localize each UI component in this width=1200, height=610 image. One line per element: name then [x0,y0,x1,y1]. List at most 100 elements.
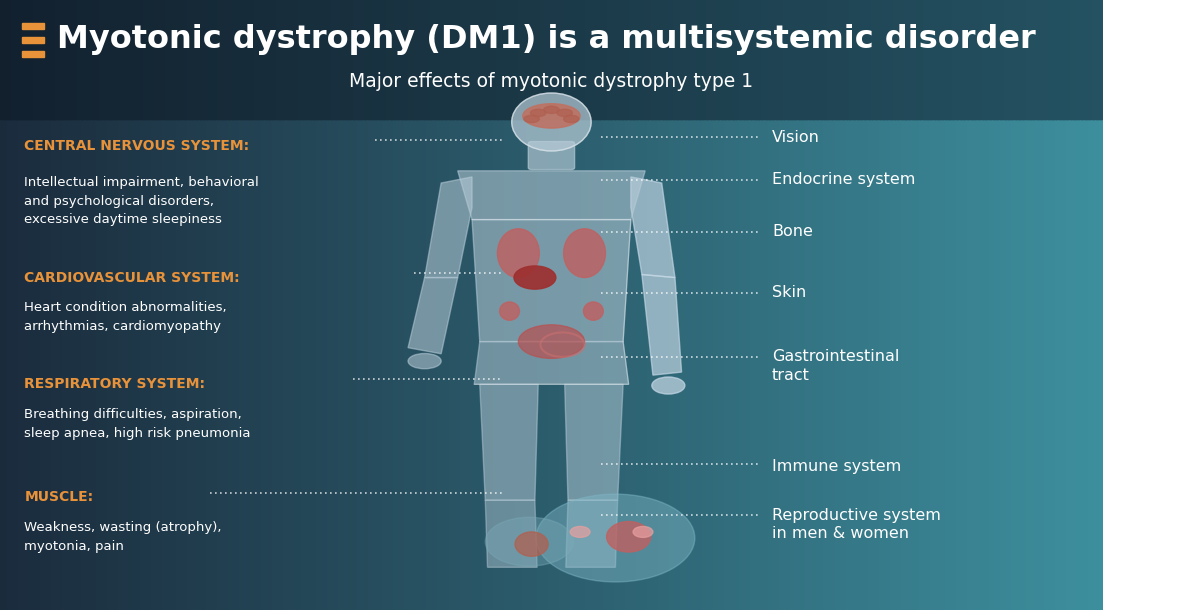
Bar [118,0,124,119]
Bar [912,0,918,119]
Bar [666,0,671,119]
Bar [912,0,918,610]
Bar [1078,0,1084,119]
Text: Vision: Vision [772,130,820,145]
Bar [691,0,697,610]
Bar [544,0,550,119]
Bar [283,0,289,119]
Ellipse shape [515,532,548,556]
Bar [1026,0,1032,119]
Bar [713,0,719,119]
Bar [504,0,510,119]
Bar [677,0,683,610]
Bar [11,0,17,119]
Bar [670,0,674,610]
Bar [214,0,220,610]
Bar [18,0,24,610]
Bar [948,0,954,610]
Bar [92,0,97,119]
Bar [563,0,569,119]
Ellipse shape [518,325,584,359]
Bar [96,0,102,610]
Bar [588,0,594,119]
Bar [151,0,157,119]
Bar [250,0,256,119]
Bar [253,0,259,610]
Bar [1096,0,1102,610]
Bar [456,0,462,119]
Circle shape [536,494,695,582]
Bar [478,0,484,119]
Bar [739,0,745,610]
Bar [889,0,895,119]
Bar [967,0,973,119]
Bar [30,0,35,610]
Bar [434,0,439,119]
Bar [1010,0,1016,610]
Bar [834,0,840,610]
Bar [374,0,380,610]
Bar [125,0,131,610]
Bar [328,0,334,119]
Bar [1062,0,1068,610]
Bar [162,0,168,119]
Bar [404,0,410,119]
Bar [235,0,241,119]
Bar [1066,0,1072,610]
Bar [80,0,86,610]
Bar [654,0,660,119]
Bar [110,0,116,610]
Bar [290,0,296,119]
Bar [809,0,815,610]
Bar [599,0,605,610]
Bar [283,0,289,610]
Bar [497,0,502,119]
Bar [772,0,778,610]
Bar [661,0,667,119]
Bar [239,0,245,610]
Bar [614,0,620,610]
Ellipse shape [544,106,559,113]
Bar [169,0,175,610]
Bar [169,0,175,119]
Bar [1055,0,1061,610]
Ellipse shape [511,93,592,151]
Bar [390,0,396,119]
Bar [1044,0,1050,610]
Bar [128,0,134,119]
Polygon shape [408,278,457,354]
Bar [132,0,138,119]
Bar [305,0,311,610]
Bar [474,0,480,610]
Text: RESPIRATORY SYSTEM:: RESPIRATORY SYSTEM: [24,378,205,391]
Bar [1037,0,1043,610]
Bar [158,0,164,119]
Bar [70,0,76,610]
Bar [647,0,653,610]
Bar [202,0,208,610]
Bar [52,0,58,610]
Bar [59,0,65,119]
Bar [419,0,425,610]
Bar [581,0,587,610]
Bar [262,0,266,610]
Bar [688,0,694,610]
Bar [280,0,286,119]
Bar [452,0,458,610]
Bar [143,0,149,610]
Bar [577,0,583,119]
Bar [390,0,396,610]
Bar [320,0,325,119]
Text: Skin: Skin [772,285,806,300]
Bar [419,0,425,119]
Bar [857,0,863,610]
Bar [367,0,373,610]
Bar [864,0,870,119]
Bar [614,0,620,119]
Bar [89,0,94,610]
Bar [584,0,590,119]
Bar [22,37,44,43]
Polygon shape [480,384,539,500]
Bar [191,0,197,119]
Bar [198,0,204,119]
